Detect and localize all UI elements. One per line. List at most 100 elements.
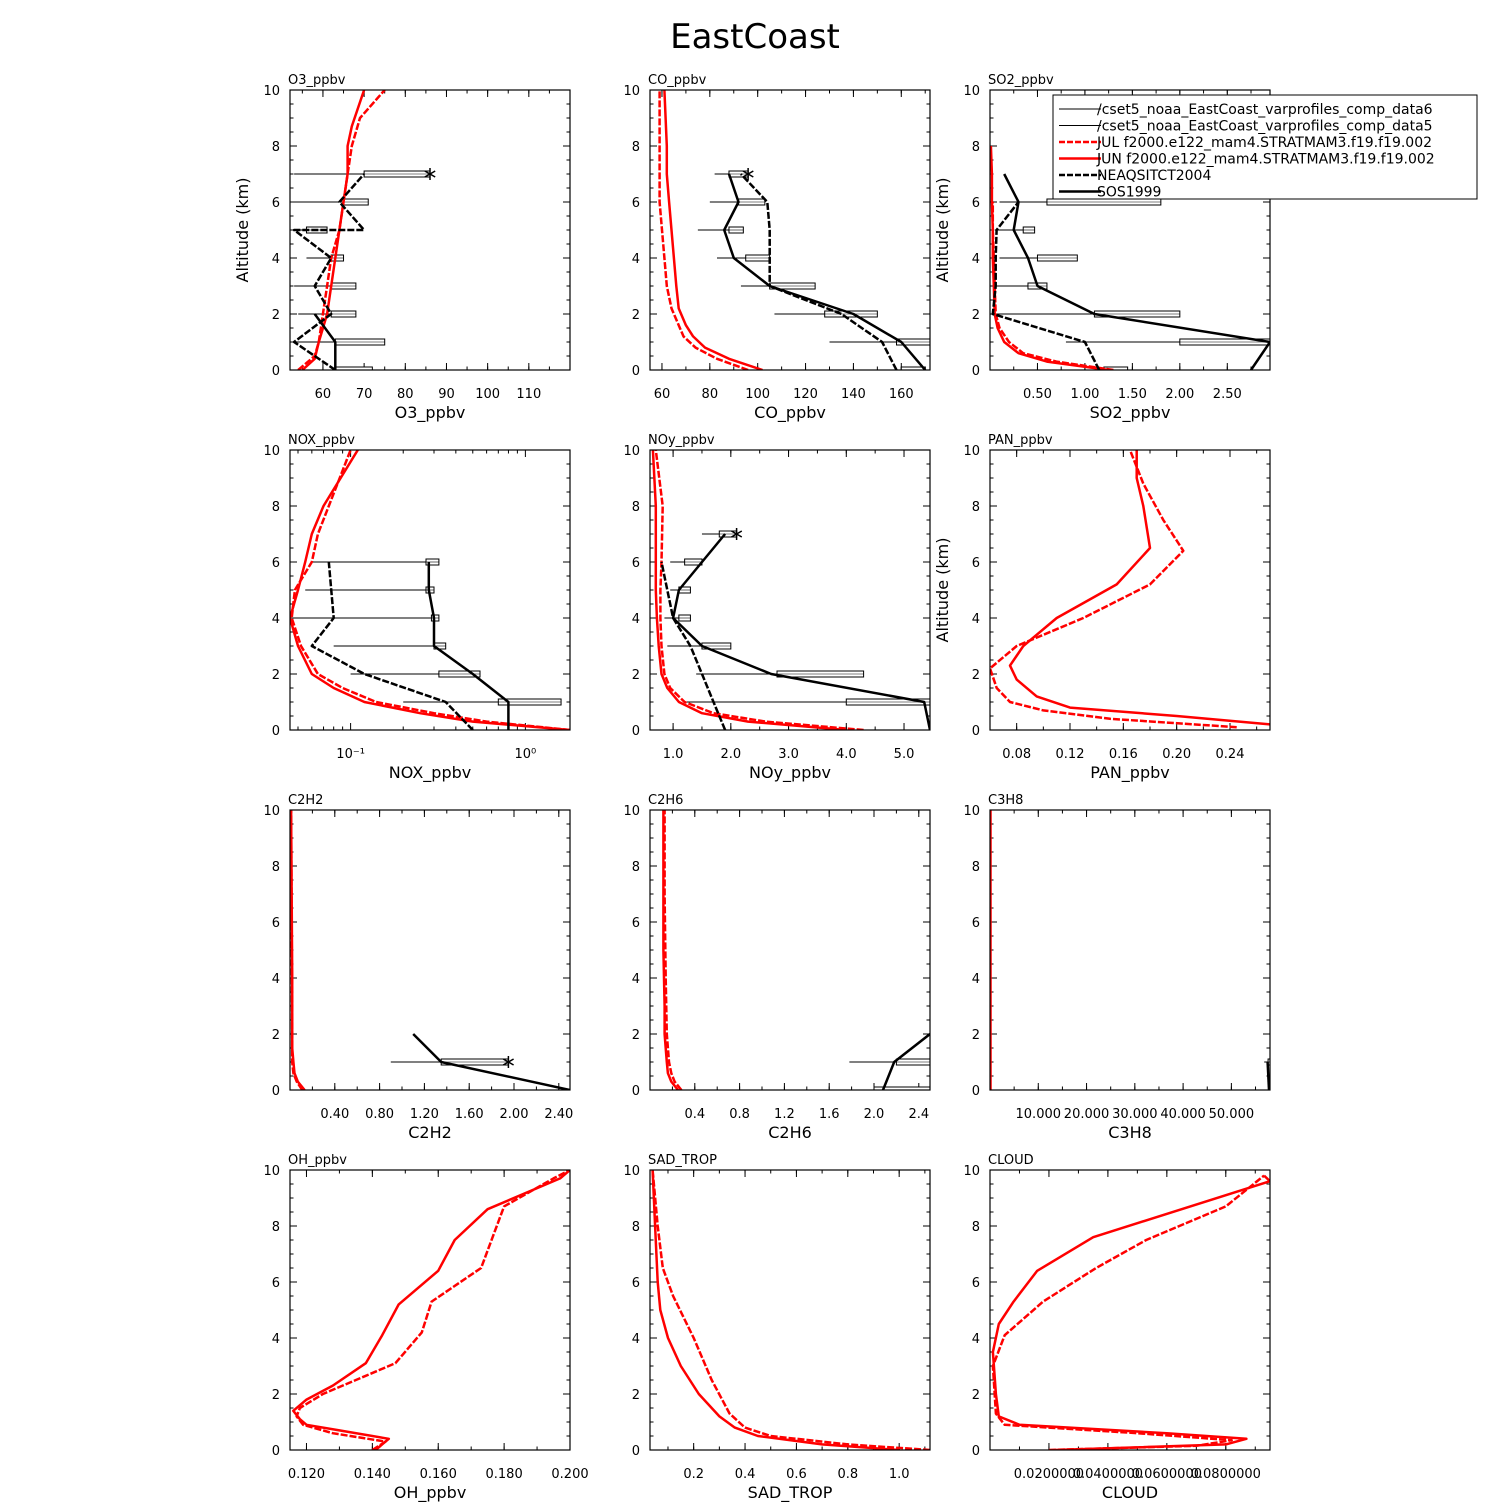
panel-10: SAD_TROP 0 2 4 6 8 10 0.2 0.4 0.6 0.8 1.0 SAD_TROP [623,1153,931,1503]
y-tick-label: 2 [272,1388,280,1403]
y-tick-label: 10 [963,84,980,99]
panel-frame [649,449,931,731]
panel-1: CO_ppbv 0 2 4 6 8 10 60 80 100 120 140 160 CO_ppbv [623,73,931,423]
error-box [873,1086,930,1090]
y-tick-label: 6 [972,196,980,211]
panel-title: SAD_TROP [648,1153,717,1168]
y-tick-label: 2 [272,1028,280,1043]
y-tick-label: 0 [272,724,280,739]
y-tick-label: 2 [632,308,640,323]
asterisk-marker [424,168,436,180]
y-tick-label: 0 [632,724,640,739]
panel-8: C3H8 0 2 4 6 8 10 10.000 20.000 30.000 40.000 50.00… [963,793,1271,1142]
x-tick-label: 0.0400000 [1073,1467,1143,1482]
y-tick-label: 0 [972,1084,980,1099]
x-tick-label: 10.000 [1016,1107,1062,1122]
x-tick-label: 1.50 [1118,387,1147,402]
legend-label: SOS1999 [1097,185,1161,201]
x-tick-label: 2.00 [1165,387,1194,402]
panel-5: PAN_ppbv 0 2 4 6 8 10 0.08 0.12 0.16 0.20 0.24 PAN_p… [933,433,1271,783]
y-tick-label: 2 [972,668,980,683]
plot-area [662,810,930,1090]
x-tick-label: 100 [475,387,500,402]
y-tick-label: 8 [272,500,280,515]
plot-area [292,90,431,370]
y-tick-label: 6 [632,916,640,931]
legend-label: /cset5_noaa_EastCoast_varprofiles_comp_d… [1097,102,1433,118]
x-tick-label: 10⁰ [515,747,537,762]
panel-9: OH_ppbv 0 2 4 6 8 10 0.120 0.140 0.160 0.180 0.200 O… [263,1153,588,1503]
x-tick-label: 0.20 [1162,747,1191,762]
panel-title: C2H2 [288,793,323,808]
y-tick-label: 10 [263,1164,280,1179]
y-tick-label: 8 [972,1220,980,1235]
x-tick-label: 100 [745,387,770,402]
x-tick-label: 20.000 [1064,1107,1110,1122]
x-axis-label: C2H2 [408,1123,452,1142]
y-tick-label: 0 [272,364,280,379]
x-tick-label: 160 [889,387,914,402]
series-line-sos1999 [1266,1061,1270,1090]
y-tick-label: 4 [632,252,640,267]
y-tick-label: 8 [632,1220,640,1235]
x-axis-label: O3_ppbv [395,403,466,423]
y-tick-label: 4 [272,1332,280,1347]
y-tick-label: 6 [272,196,280,211]
x-tick-label: 80 [397,387,414,402]
series-line-jul [295,1170,570,1450]
legend-box [1052,94,1478,200]
series-line-jun [651,450,847,730]
x-axis-label: SO2_ppbv [1090,403,1171,423]
y-axis-label: Altitude (km) [233,178,252,283]
series-line-jun [290,450,570,730]
y-tick-label: 2 [272,308,280,323]
y-tick-label: 4 [632,972,640,987]
y-tick-label: 6 [272,556,280,571]
series-line-jul [991,202,1114,370]
figure-title: EastCoast [670,17,840,57]
x-tick-label: 0.160 [420,1467,457,1482]
x-tick-label: 0.140 [354,1467,391,1482]
series-line-jul [663,810,683,1090]
x-tick-label: 2.0 [864,1107,885,1122]
y-tick-label: 4 [272,972,280,987]
y-tick-label: 8 [272,1220,280,1235]
plot-area [651,450,930,730]
x-tick-label: 0.80 [365,1107,394,1122]
series-line-neaqsitct2004 [310,561,474,730]
y-tick-label: 0 [632,1084,640,1099]
x-tick-label: 0.12 [1056,747,1085,762]
panel-title: C2H6 [648,793,683,808]
panel-frame [989,809,1271,1091]
panel-frame [649,1169,931,1451]
x-tick-label: 120 [793,387,818,402]
series-line-jul [991,1174,1265,1450]
y-tick-label: 2 [972,1028,980,1043]
y-tick-label: 4 [632,1332,640,1347]
x-tick-label: 50.000 [1209,1107,1255,1122]
asterisk-marker [742,168,754,180]
series-line-sos1999 [881,1033,930,1090]
series-line-jun [663,90,763,370]
x-tick-label: 90 [438,387,455,402]
x-tick-label: 0.16 [1109,747,1138,762]
y-tick-label: 2 [632,668,640,683]
x-tick-label: 0.120 [288,1467,325,1482]
x-tick-label: 3.0 [778,747,799,762]
x-tick-label: 4.0 [836,747,857,762]
x-tick-label: 0.0600000 [1132,1467,1202,1482]
x-tick-label: 0.40 [320,1107,349,1122]
series-line-jul [297,90,386,370]
series-line-sos1999 [412,1033,570,1090]
panel-title: CLOUD [988,1153,1034,1168]
y-tick-label: 0 [272,1084,280,1099]
x-tick-label: 60 [654,387,671,402]
y-tick-label: 4 [972,1332,980,1347]
y-tick-label: 10 [623,804,640,819]
y-tick-label: 6 [272,1276,280,1291]
series-line-neaqsitct2004 [739,173,898,370]
panel-7: C2H6 0 2 4 6 8 10 0.4 0.8 1.2 1.6 2.0 2.4 C2H6 [623,793,931,1142]
series-line-jul [658,90,749,370]
